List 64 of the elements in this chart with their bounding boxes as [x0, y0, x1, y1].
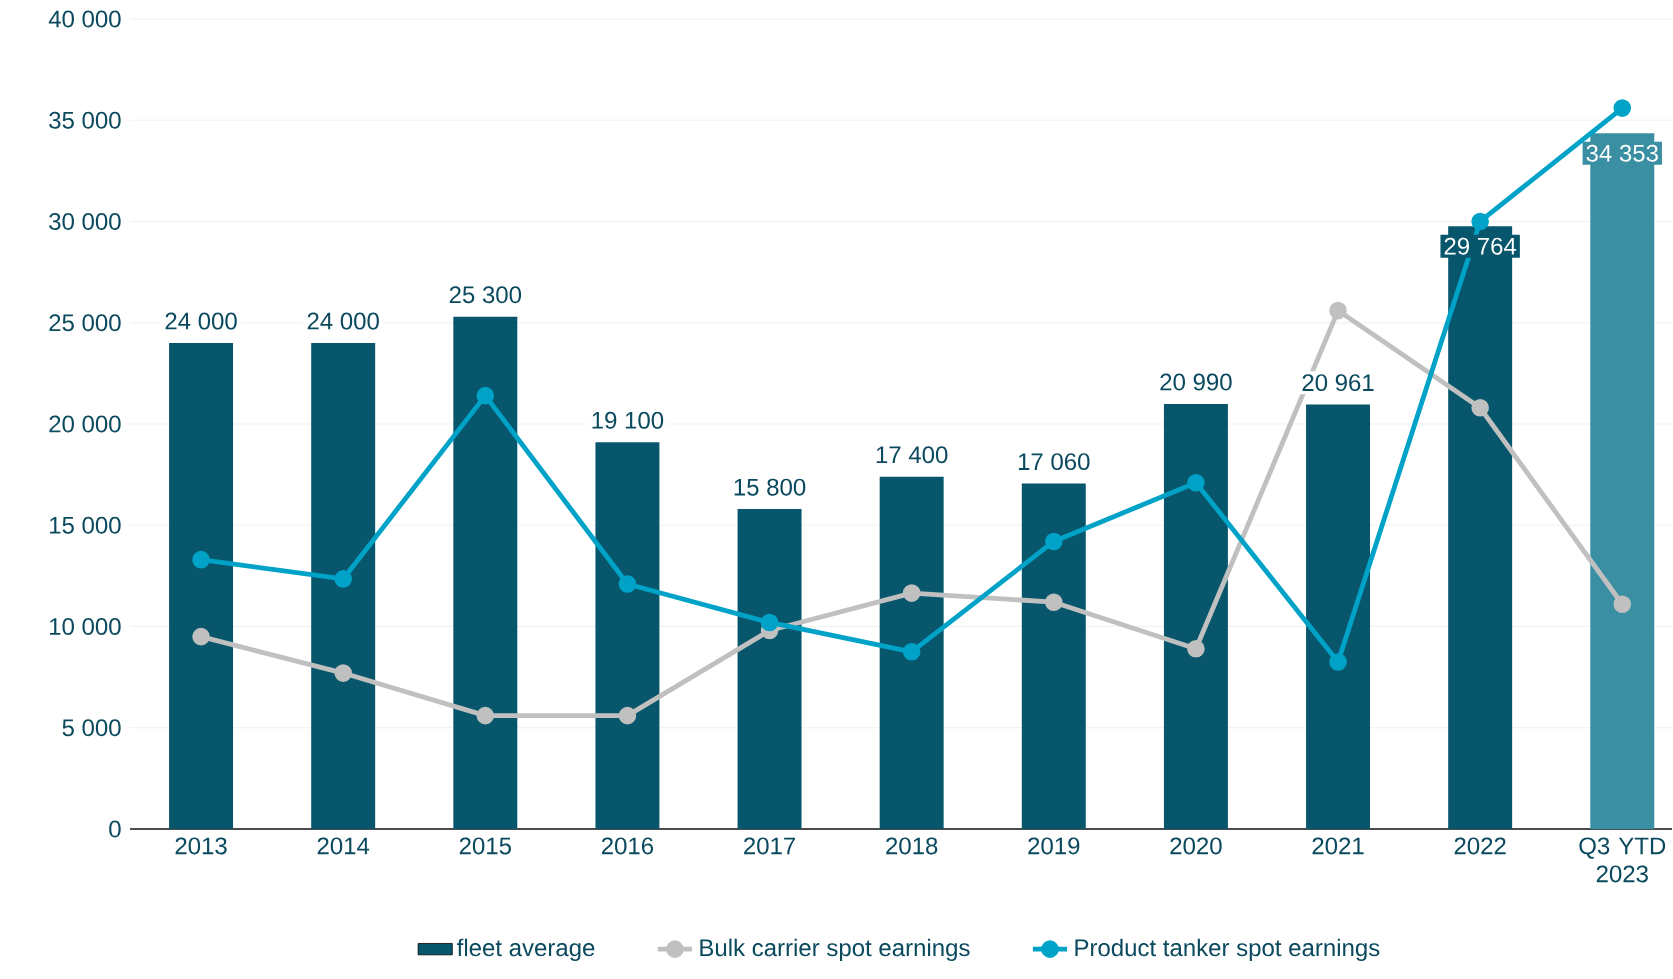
x-tick-label: Q3 YTD 2023 — [1579, 837, 1666, 883]
data-label: 25 300 — [449, 286, 522, 304]
data-label: 24 000 — [165, 312, 237, 330]
bar — [1021, 483, 1086, 829]
data-label: 34 353 — [1586, 144, 1658, 162]
bar — [595, 442, 660, 829]
x-tick-label: 2022 — [1454, 837, 1506, 855]
legend-label: Product tanker spot earnings — [1075, 938, 1380, 962]
point — [1187, 639, 1205, 658]
x-tick-label: 2017 — [744, 837, 796, 855]
y-tick-label: 20 000 — [49, 415, 121, 433]
data-label: 24 000 — [307, 312, 379, 330]
y-tick-label: 0 — [109, 820, 121, 838]
point — [760, 613, 779, 632]
x-tick-label: 2020 — [1170, 837, 1222, 855]
y-tick-label: 40 000 — [48, 10, 121, 28]
data-label: 20 990 — [1160, 373, 1232, 391]
bar — [1306, 404, 1371, 829]
legend-label: Bulk carrier spot earnings — [700, 938, 970, 962]
point — [618, 706, 637, 725]
bar — [311, 342, 376, 829]
bar — [1163, 403, 1228, 829]
point — [476, 706, 495, 725]
point — [1187, 473, 1205, 492]
y-tick-label: 5 000 — [62, 719, 121, 737]
point — [1613, 99, 1632, 117]
bar — [737, 509, 802, 829]
point — [1471, 399, 1489, 417]
bar — [453, 316, 518, 829]
y-tick-label: 35 000 — [49, 111, 121, 129]
x-tick-label: 2014 — [317, 837, 370, 855]
x-tick-label: 2016 — [601, 837, 654, 855]
point — [476, 386, 495, 405]
point — [1329, 653, 1347, 671]
x-tick-label: 2015 — [459, 837, 511, 855]
data-label: 17 060 — [1018, 453, 1090, 471]
point — [334, 570, 352, 588]
x-tick-label: 2021 — [1312, 837, 1364, 855]
point — [1613, 595, 1632, 614]
bar — [879, 476, 944, 829]
x-tick-label: 2019 — [1028, 837, 1080, 855]
point — [334, 664, 352, 682]
point — [1329, 301, 1347, 320]
point — [1045, 532, 1063, 551]
point — [192, 550, 210, 569]
y-tick-label: 15 000 — [50, 516, 121, 534]
y-tick-label: 30 000 — [49, 213, 121, 230]
data-label: 20 961 — [1302, 374, 1374, 392]
data-label: 17 400 — [876, 446, 948, 464]
data-label: 19 100 — [592, 411, 664, 429]
y-tick-label: 25 000 — [49, 314, 121, 332]
point — [192, 627, 210, 646]
x-tick-label: 2018 — [886, 837, 938, 855]
point — [618, 575, 637, 593]
legend-label: fleet average — [457, 938, 595, 962]
bar — [169, 342, 234, 829]
point — [902, 643, 921, 661]
x-tick-label: 2013 — [175, 837, 227, 855]
y-tick-label: 10 000 — [50, 618, 121, 635]
data-label: 29 764 — [1444, 237, 1517, 255]
point — [902, 584, 921, 602]
data-label: 15 800 — [734, 478, 806, 496]
point — [1045, 593, 1063, 611]
point — [1471, 212, 1489, 231]
